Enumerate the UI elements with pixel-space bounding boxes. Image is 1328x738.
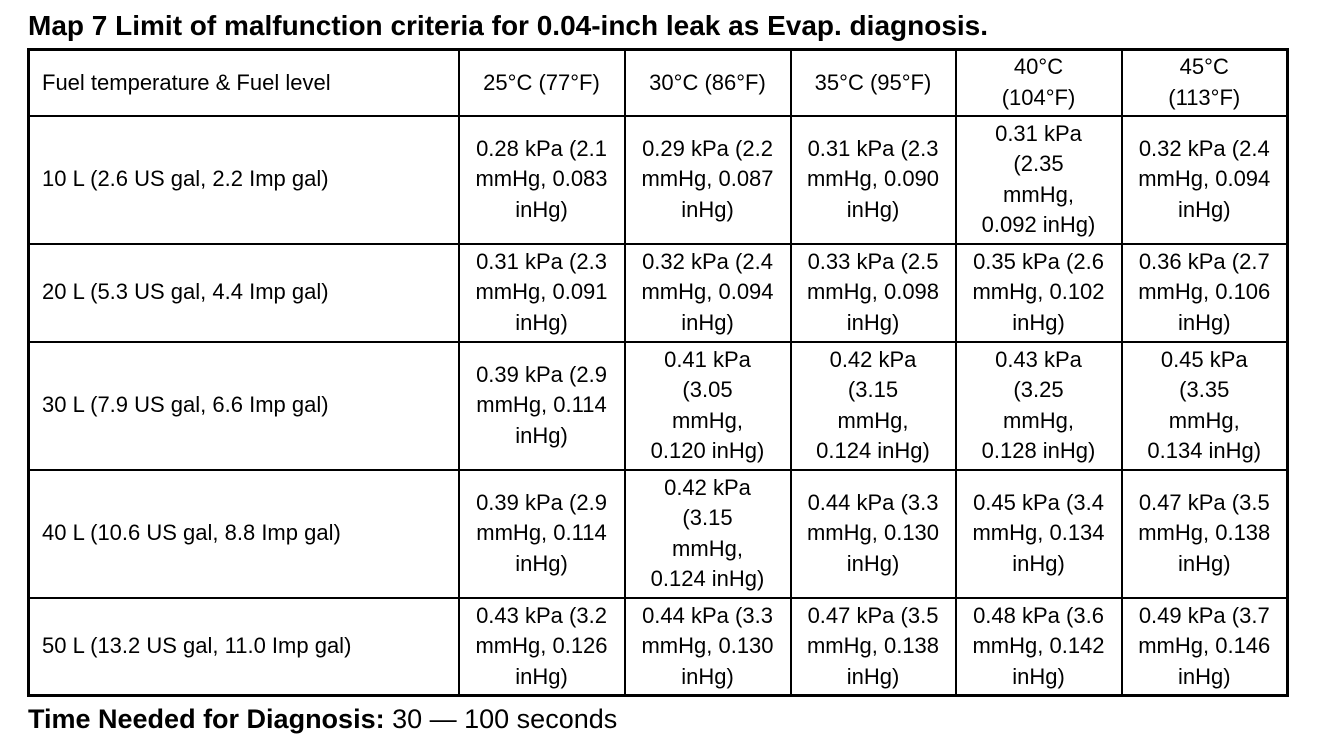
table-row: 20 L (5.3 US gal, 4.4 Imp gal) 0.31 kPa …	[27, 242, 1289, 343]
malfunction-criteria-table: Fuel temperature & Fuel level 25°C (77°F…	[27, 48, 1289, 697]
table-cell: 0.35 kPa (2.6 mmHg, 0.102 inHg)	[954, 242, 1123, 343]
table-row: 50 L (13.2 US gal, 11.0 Imp gal) 0.43 kP…	[27, 596, 1289, 697]
table-cell: 0.39 kPa (2.9 mmHg, 0.114 inHg)	[457, 468, 626, 599]
table-cell: 0.36 kPa (2.7 mmHg, 0.106 inHg)	[1120, 242, 1289, 343]
row-label: 30 L (7.9 US gal, 6.6 Imp gal)	[27, 340, 460, 471]
table-cell: 0.31 kPa (2.3 mmHg, 0.091 inHg)	[457, 242, 626, 343]
row-label: 50 L (13.2 US gal, 11.0 Imp gal)	[27, 596, 460, 697]
diagnosis-time-value: 30 — 100 seconds	[392, 704, 618, 734]
table-cell: 0.45 kPa (3.4 mmHg, 0.134 inHg)	[954, 468, 1123, 599]
table-cell: 0.28 kPa (2.1 mmHg, 0.083 inHg)	[457, 114, 626, 245]
table-cell: 0.42 kPa (3.15 mmHg, 0.124 inHg)	[623, 468, 792, 599]
table-cell: 0.32 kPa (2.4 mmHg, 0.094 inHg)	[623, 242, 792, 343]
diagnosis-time: Time Needed for Diagnosis: 30 — 100 seco…	[28, 702, 617, 736]
corner-header: Fuel temperature & Fuel level	[27, 48, 460, 117]
row-label: 40 L (10.6 US gal, 8.8 Imp gal)	[27, 468, 460, 599]
table-cell: 0.47 kPa (3.5 mmHg, 0.138 inHg)	[1120, 468, 1289, 599]
table-cell: 0.33 kPa (2.5 mmHg, 0.098 inHg)	[789, 242, 957, 343]
page-title: Map 7 Limit of malfunction criteria for …	[28, 10, 989, 41]
table-cell: 0.32 kPa (2.4 mmHg, 0.094 inHg)	[1120, 114, 1289, 245]
table-cell: 0.42 kPa (3.15 mmHg, 0.124 inHg)	[789, 340, 957, 471]
table-cell: 0.43 kPa (3.2 mmHg, 0.126 inHg)	[457, 596, 626, 697]
column-header: 35°C (95°F)	[789, 48, 957, 117]
table-cell: 0.47 kPa (3.5 mmHg, 0.138 inHg)	[789, 596, 957, 697]
table-row: 30 L (7.9 US gal, 6.6 Imp gal) 0.39 kPa …	[27, 340, 1289, 471]
table-cell: 0.45 kPa (3.35 mmHg, 0.134 inHg)	[1120, 340, 1289, 471]
row-label: 20 L (5.3 US gal, 4.4 Imp gal)	[27, 242, 460, 343]
table-cell: 0.39 kPa (2.9 mmHg, 0.114 inHg)	[457, 340, 626, 471]
column-header: 30°C (86°F)	[623, 48, 792, 117]
table-cell: 0.31 kPa (2.3 mmHg, 0.090 inHg)	[789, 114, 957, 245]
table-row: 40 L (10.6 US gal, 8.8 Imp gal) 0.39 kPa…	[27, 468, 1289, 599]
table-cell: 0.48 kPa (3.6 mmHg, 0.142 inHg)	[954, 596, 1123, 697]
table-cell: 0.31 kPa (2.35 mmHg, 0.092 inHg)	[954, 114, 1123, 245]
table-row: 10 L (2.6 US gal, 2.2 Imp gal) 0.28 kPa …	[27, 114, 1289, 245]
column-header: 45°C (113°F)	[1120, 48, 1289, 117]
column-header: 40°C (104°F)	[954, 48, 1123, 117]
table-cell: 0.44 kPa (3.3 mmHg, 0.130 inHg)	[623, 596, 792, 697]
table-cell: 0.44 kPa (3.3 mmHg, 0.130 inHg)	[789, 468, 957, 599]
header-row: Fuel temperature & Fuel level 25°C (77°F…	[27, 48, 1289, 117]
table-cell: 0.41 kPa (3.05 mmHg, 0.120 inHg)	[623, 340, 792, 471]
diagnosis-time-label: Time Needed for Diagnosis:	[28, 704, 385, 734]
column-header: 25°C (77°F)	[457, 48, 626, 117]
table-cell: 0.49 kPa (3.7 mmHg, 0.146 inHg)	[1120, 596, 1289, 697]
table-cell: 0.43 kPa (3.25 mmHg, 0.128 inHg)	[954, 340, 1123, 471]
table-cell: 0.29 kPa (2.2 mmHg, 0.087 inHg)	[623, 114, 792, 245]
row-label: 10 L (2.6 US gal, 2.2 Imp gal)	[27, 114, 460, 245]
